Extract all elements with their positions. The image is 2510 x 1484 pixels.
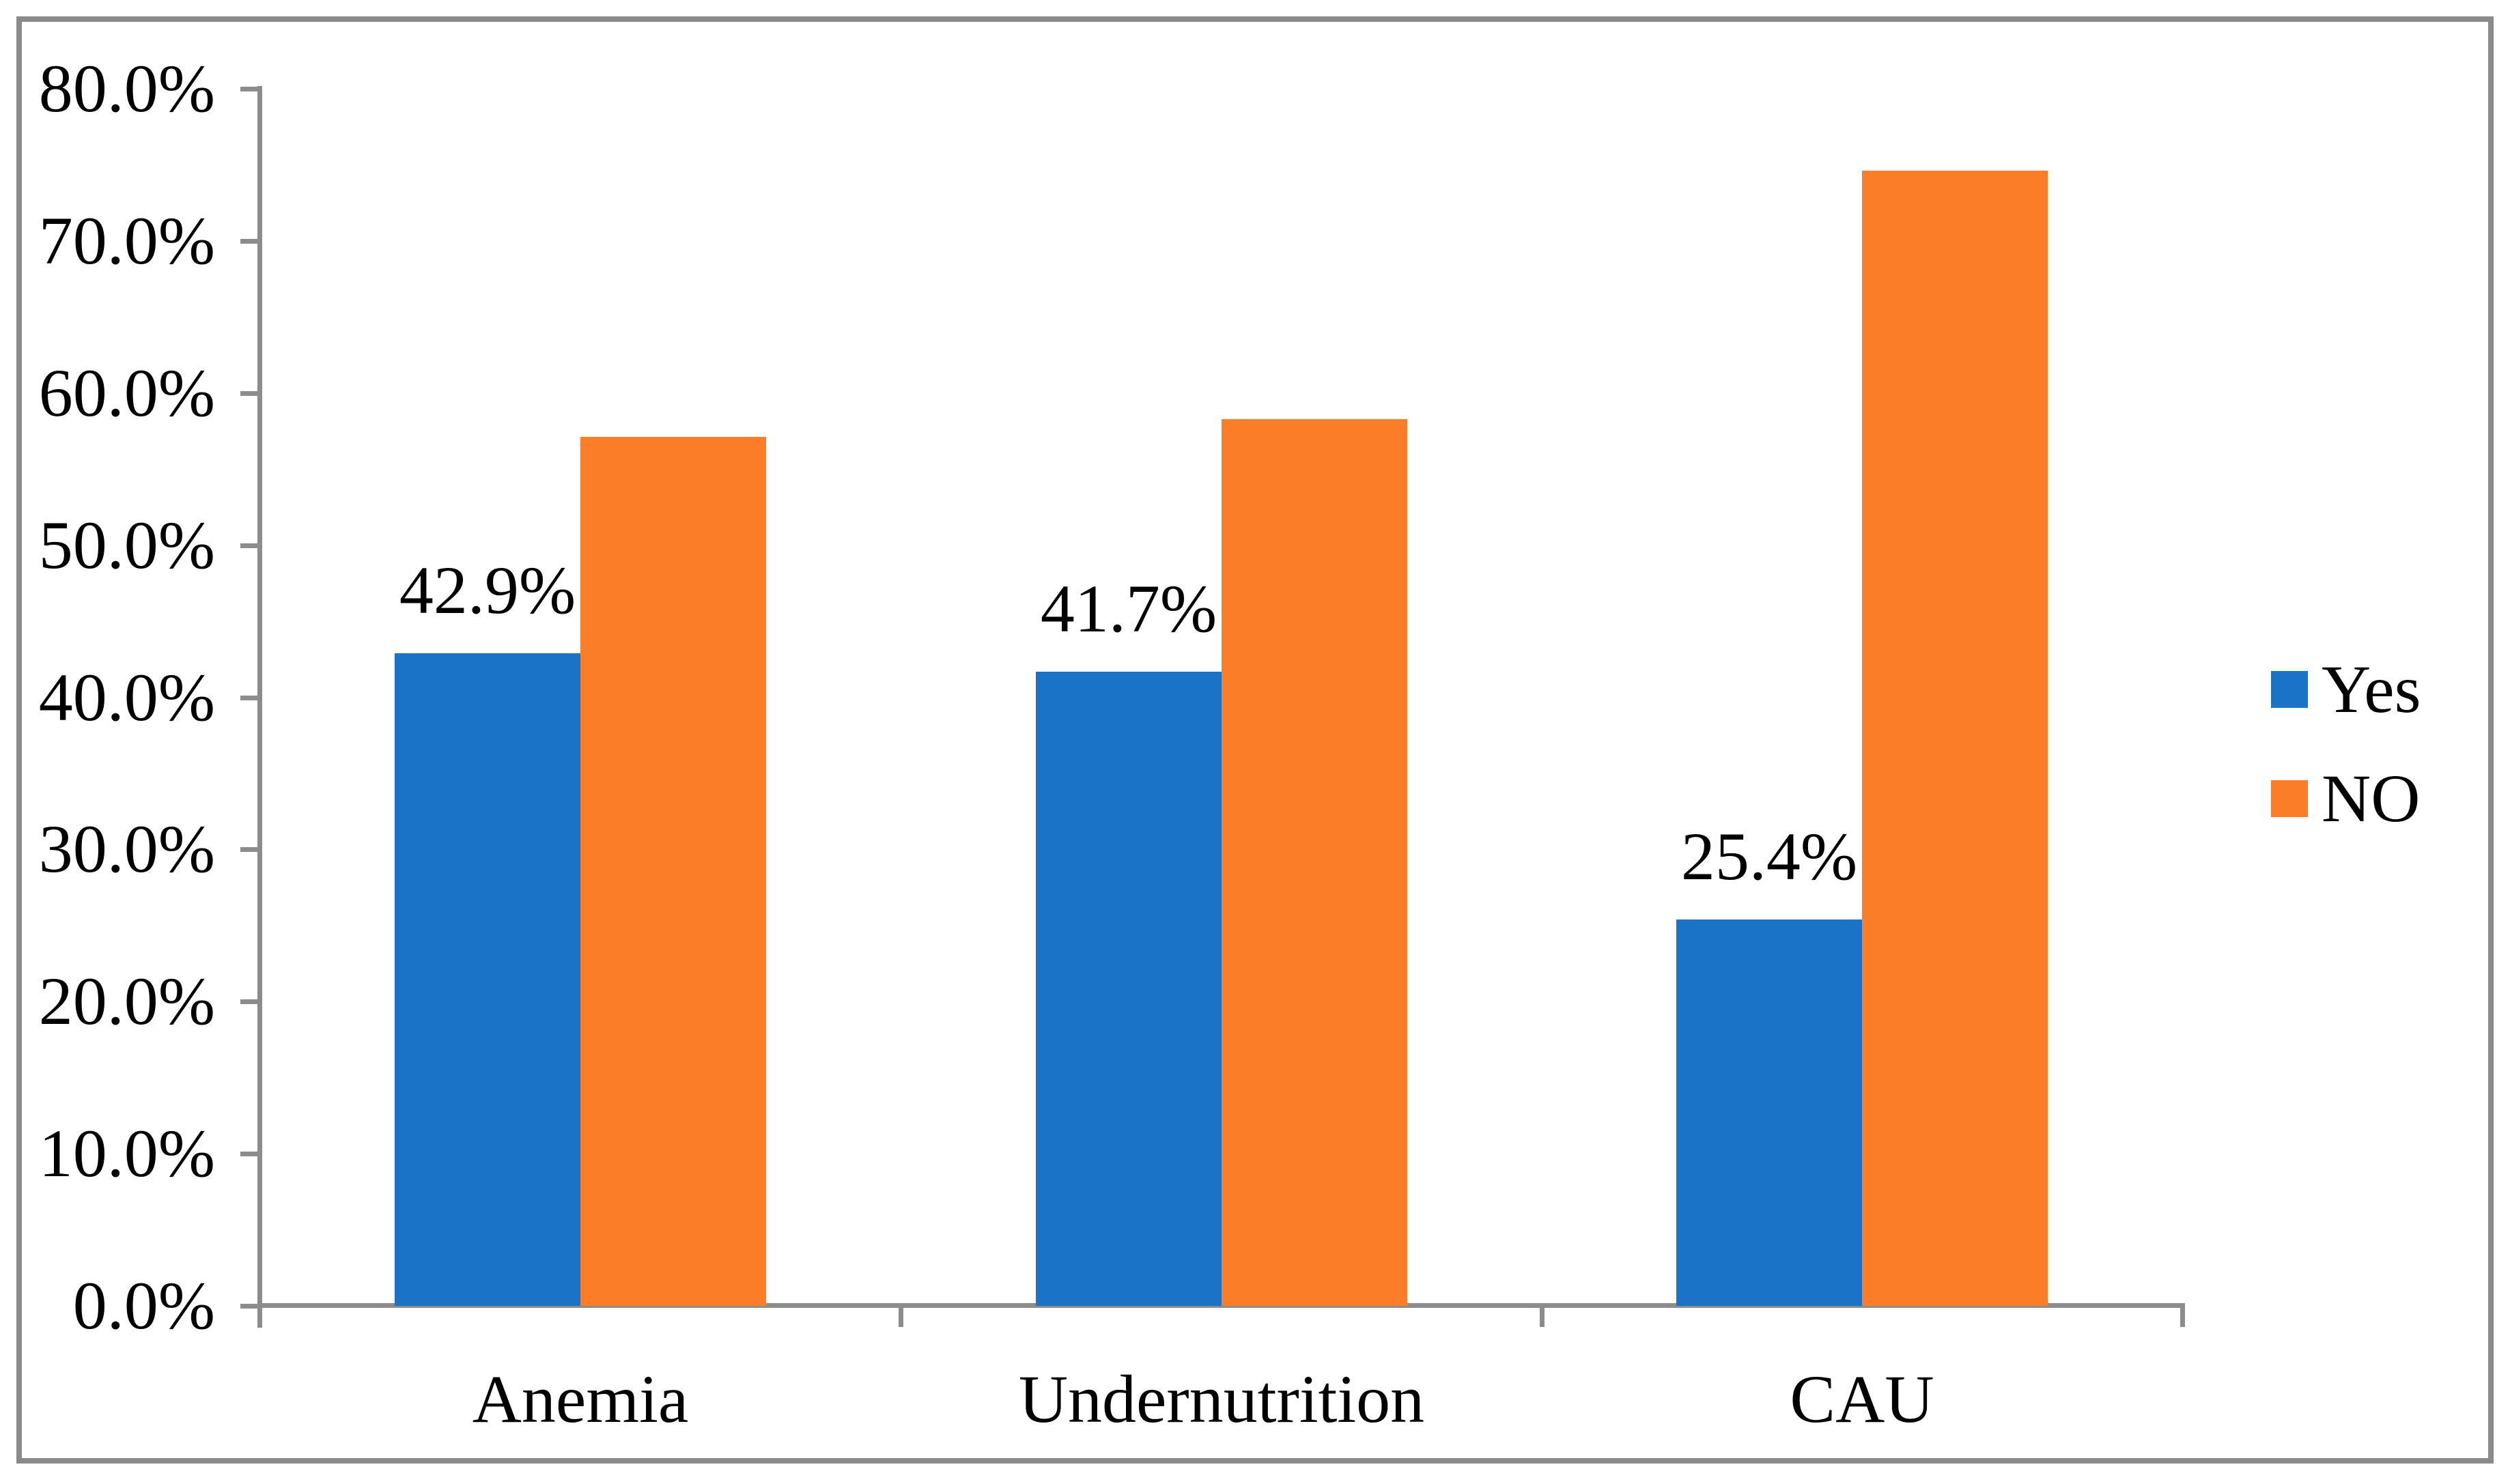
x-axis-tick bbox=[899, 1306, 903, 1327]
y-axis-tick bbox=[240, 391, 258, 396]
y-tick-label: 10.0% bbox=[38, 1115, 215, 1191]
y-axis-tick bbox=[240, 1152, 258, 1156]
bar-value-label: 42.9% bbox=[399, 552, 576, 628]
y-axis-tick bbox=[240, 239, 258, 244]
legend-item-yes: Yes bbox=[2271, 653, 2421, 726]
y-axis-tick bbox=[240, 87, 258, 91]
legend-swatch-no bbox=[2271, 780, 2308, 817]
bar-undernutrition-yes bbox=[1036, 672, 1222, 1306]
bar-value-label: 41.7% bbox=[1040, 571, 1217, 646]
bar-cau-yes bbox=[1676, 919, 1862, 1306]
chart-border bbox=[16, 16, 2494, 1464]
x-axis-tick bbox=[1540, 1306, 1545, 1327]
legend-swatch-yes bbox=[2271, 671, 2308, 708]
y-axis-line bbox=[257, 86, 262, 1328]
y-axis-tick bbox=[240, 847, 258, 852]
category-label: Undernutrition bbox=[1018, 1361, 1425, 1437]
bar-cau-no bbox=[1862, 171, 2048, 1306]
legend-label-no: NO bbox=[2322, 760, 2421, 836]
bar-anemia-no bbox=[580, 437, 766, 1306]
y-tick-label: 30.0% bbox=[38, 811, 215, 887]
y-tick-label: 80.0% bbox=[38, 51, 215, 126]
legend-label-yes: Yes bbox=[2322, 651, 2421, 727]
category-label: CAU bbox=[1790, 1361, 1934, 1437]
legend-item-no: NO bbox=[2271, 762, 2421, 836]
bar-anemia-yes bbox=[395, 653, 580, 1306]
y-tick-label: 40.0% bbox=[38, 659, 215, 735]
y-axis-tick bbox=[240, 999, 258, 1004]
y-tick-label: 70.0% bbox=[38, 203, 215, 279]
y-tick-label: 20.0% bbox=[38, 963, 215, 1039]
y-axis-tick bbox=[240, 543, 258, 548]
legend: Yes NO bbox=[2271, 653, 2421, 836]
y-axis-tick bbox=[240, 696, 258, 700]
bar-undernutrition-no bbox=[1222, 419, 1407, 1306]
bar-value-label: 25.4% bbox=[1680, 818, 1858, 894]
category-label: Anemia bbox=[472, 1361, 689, 1437]
y-axis-tick bbox=[240, 1304, 258, 1309]
y-tick-label: 0.0% bbox=[72, 1268, 215, 1343]
x-axis-tick bbox=[2180, 1306, 2185, 1327]
y-tick-label: 60.0% bbox=[38, 355, 215, 431]
y-tick-label: 50.0% bbox=[38, 507, 215, 583]
